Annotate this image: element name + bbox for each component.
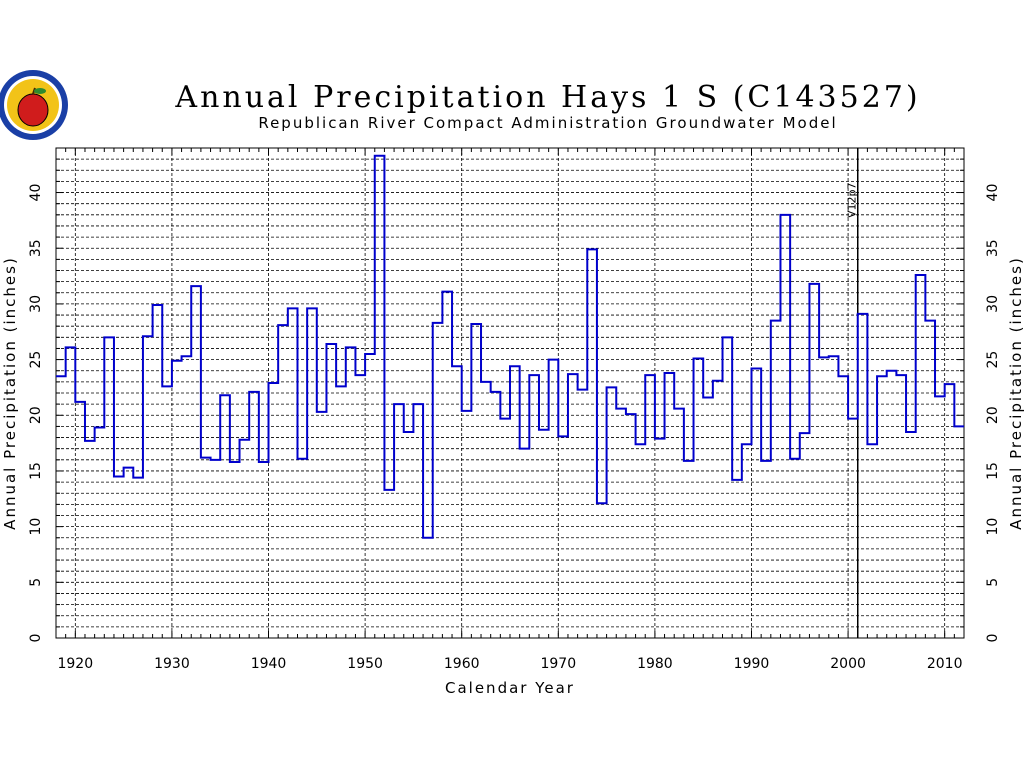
y-tick-label-left: 25 [28,351,44,369]
x-axis-ticks: 1920 1930 1940 1950 1960 1970 1980 1990 2000 2010 [57,656,962,672]
y-tick-label-right: 10 [985,518,1001,536]
y-axis-left-ticks: 0 5 10 15 20 25 30 35 40 [28,184,44,643]
x-tick-label: 1940 [251,656,287,672]
apple-leaf-icon [34,88,46,94]
y-tick-label-left: 0 [28,634,44,643]
y-tick-label-right: 40 [985,184,1001,202]
y-axis-label-left: Annual Precipitation (inches) [1,256,19,530]
y-tick-label-right: 0 [985,634,1001,643]
y-tick-label-right: 20 [985,406,1001,424]
y-tick-label-right: 35 [985,239,1001,257]
plot-frame [55,147,965,639]
version-marker-label: V12p7 [846,182,859,218]
y-tick-label-right: 25 [985,351,1001,369]
y-tick-label-right: 15 [985,462,1001,480]
series-line [56,154,964,539]
y-tick-label-left: 40 [28,184,44,202]
y-tick-label-left: 15 [28,462,44,480]
x-tick-label: 1950 [347,656,383,672]
rrca-logo [0,70,68,140]
x-axis-label: Calendar Year [445,679,575,697]
x-tick-label: 1930 [154,656,190,672]
x-tick-label: 1970 [540,656,576,672]
y-axis-right-ticks: 0 5 10 15 20 25 30 35 40 [985,184,1001,643]
y-tick-label-left: 5 [28,578,44,587]
y-axis-label-right: Annual Precipitation (inches) [1007,256,1024,530]
x-tick-label: 2010 [927,656,963,672]
y-tick-label-left: 10 [28,518,44,536]
y-tick-label-left: 30 [28,295,44,313]
x-tick-label: 1920 [57,656,93,672]
apple-icon [17,93,49,127]
y-tick-label-right: 30 [985,295,1001,313]
x-tick-label: 1980 [637,656,673,672]
chart-subtitle: Republican River Compact Administration … [258,114,837,132]
y-tick-label-right: 5 [985,578,1001,587]
x-tick-label: 1960 [444,656,480,672]
x-tick-label: 2000 [830,656,866,672]
y-tick-label-left: 20 [28,406,44,424]
y-tick-label-left: 35 [28,239,44,257]
chart-title: Annual Precipitation Hays 1 S (C143527) [174,80,920,115]
x-tick-label: 1990 [734,656,770,672]
